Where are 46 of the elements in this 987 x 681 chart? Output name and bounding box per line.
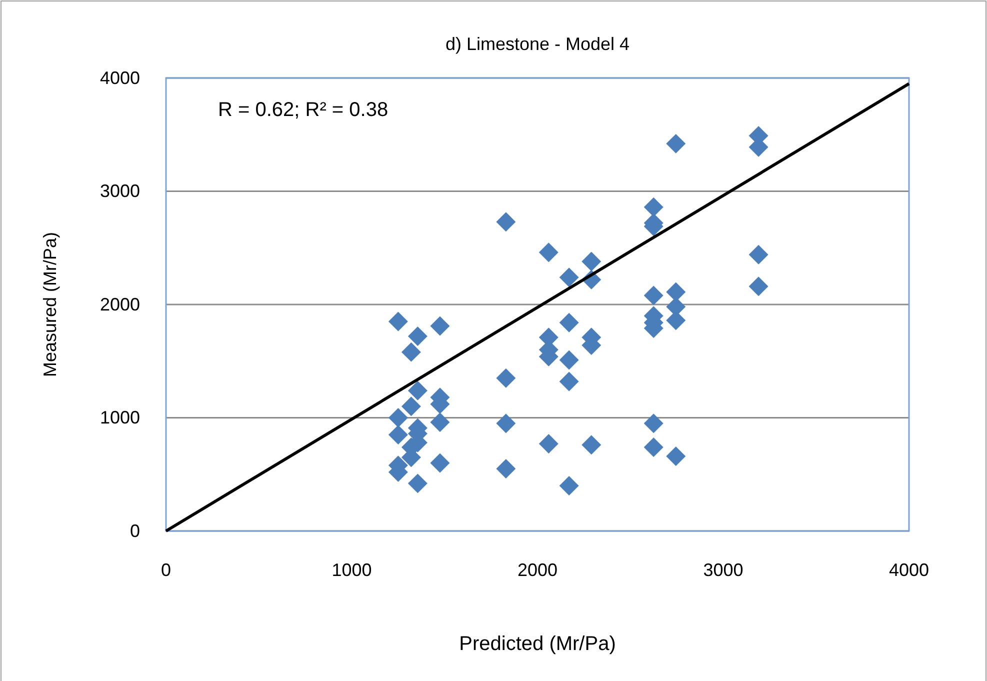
point [559, 312, 579, 332]
point [496, 414, 516, 434]
point [388, 312, 408, 332]
point [401, 396, 421, 416]
y-tick-label: 1000 [100, 408, 140, 428]
point [408, 474, 428, 494]
point [430, 316, 450, 336]
point [538, 434, 558, 454]
point [430, 453, 450, 473]
point [408, 380, 428, 400]
x-tick-label: 3000 [703, 560, 744, 580]
point [644, 437, 664, 457]
point [430, 412, 450, 432]
x-tick-label: 4000 [888, 560, 930, 580]
x-tick-label: 1000 [332, 560, 372, 580]
point [582, 252, 602, 272]
annotation: R = 0.62; R² = 0.38 [218, 99, 388, 121]
point [496, 212, 516, 232]
point [748, 244, 768, 264]
point [559, 268, 579, 288]
x-tick-label: 2000 [517, 560, 558, 580]
point [388, 408, 408, 428]
chart-title: d) Limestone - Model 4 [445, 34, 630, 54]
y-tick-label: 2000 [100, 294, 140, 314]
point [748, 276, 768, 296]
point [559, 476, 579, 496]
point [496, 368, 516, 388]
point [496, 458, 516, 478]
x-axis-title: Predicted (Mr/Pa) [459, 633, 616, 655]
y-axis-title: Measured (Mr/Pa) [40, 232, 60, 378]
point [559, 350, 579, 370]
point [388, 424, 408, 444]
point [401, 342, 421, 362]
point [559, 372, 579, 392]
point [408, 326, 428, 346]
point [538, 242, 558, 262]
point [666, 134, 686, 154]
x-tick-label: 0 [160, 560, 172, 580]
y-tick-label: 4000 [100, 68, 140, 88]
point [644, 414, 664, 434]
point [582, 435, 602, 455]
y-tick-label: 0 [130, 520, 140, 541]
point [666, 446, 686, 466]
point [644, 286, 664, 306]
point [644, 197, 664, 217]
y-tick-label: 3000 [100, 181, 140, 202]
